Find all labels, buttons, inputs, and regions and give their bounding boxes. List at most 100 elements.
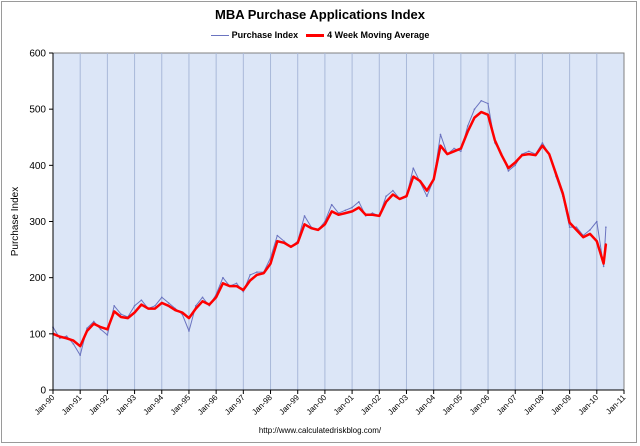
point-moving-average (133, 311, 136, 314)
point-moving-average (555, 172, 557, 175)
point-moving-average (330, 210, 333, 213)
point-purchase-index (344, 209, 347, 212)
point-moving-average (194, 307, 197, 310)
point-moving-average (541, 144, 544, 147)
point-moving-average (575, 229, 578, 231)
y-tick-label: 300 (29, 217, 46, 228)
point-moving-average (364, 213, 367, 216)
x-tick-label: Jan-07 (495, 393, 519, 417)
point-moving-average (160, 302, 163, 304)
point-moving-average (201, 300, 204, 303)
point-moving-average (290, 245, 292, 248)
point-purchase-index (113, 304, 115, 307)
point-purchase-index (514, 164, 517, 167)
grid-layer (79, 53, 598, 390)
point-moving-average (120, 316, 122, 318)
chart-legend: Purchase Index 4 Week Moving Average (0, 30, 640, 40)
point-purchase-index (358, 201, 360, 203)
x-tick-label: Jan-95 (169, 393, 193, 417)
point-moving-average (568, 221, 571, 224)
point-moving-average (296, 242, 299, 244)
point-moving-average (487, 113, 489, 116)
x-tick-label: Jan-92 (87, 393, 111, 417)
x-tick-label: Jan-02 (359, 393, 383, 417)
point-moving-average (167, 304, 170, 307)
point-moving-average (473, 116, 476, 119)
point-moving-average (507, 167, 510, 169)
x-tick-label: Jan-00 (305, 393, 329, 417)
point-moving-average (371, 213, 374, 216)
point-moving-average (398, 198, 401, 200)
point-moving-average (351, 210, 353, 213)
point-purchase-index (605, 226, 607, 228)
x-tick-label: Jan-09 (549, 393, 573, 417)
point-purchase-index (242, 290, 245, 293)
point-moving-average (514, 161, 517, 164)
point-moving-average (324, 223, 326, 226)
x-tick-label: Jan-03 (386, 393, 410, 417)
legend-label-moving-average: 4 Week Moving Average (327, 30, 430, 40)
legend-label-purchase-index: Purchase Index (231, 30, 299, 40)
point-purchase-index (385, 195, 387, 198)
point-purchase-index (99, 328, 102, 331)
point-moving-average (283, 242, 285, 244)
x-tick-label: Jan-06 (468, 393, 492, 417)
point-moving-average (500, 154, 503, 157)
point-purchase-index (589, 229, 591, 231)
point-purchase-index (480, 99, 483, 102)
point-moving-average (106, 328, 109, 331)
legend-item-moving-average: 4 Week Moving Average (306, 30, 429, 40)
point-purchase-index (106, 334, 109, 336)
point-moving-average (582, 236, 585, 239)
x-tick-label: Jan-11 (604, 393, 628, 417)
x-tick-label: Jan-91 (60, 393, 84, 417)
x-tick-label: Jan-04 (413, 393, 437, 417)
chart-title: MBA Purchase Applications Index (215, 7, 425, 22)
point-moving-average (303, 223, 306, 226)
point-purchase-index (276, 234, 279, 237)
x-tick-label: Jan-96 (196, 393, 220, 417)
point-purchase-index (439, 133, 442, 136)
x-tick-label: Jan-08 (522, 393, 546, 417)
point-purchase-index (541, 142, 544, 144)
point-moving-average (79, 345, 81, 347)
point-purchase-index (154, 304, 156, 307)
point-purchase-index (133, 304, 136, 307)
point-moving-average (58, 335, 61, 338)
y-tick-label: 500 (29, 105, 46, 116)
point-purchase-index (426, 195, 428, 198)
point-moving-average (228, 285, 231, 287)
y-tick-label: 600 (29, 49, 46, 60)
point-purchase-index (466, 125, 469, 127)
point-moving-average (242, 289, 245, 291)
point-moving-average (249, 279, 251, 282)
y-tick-label: 400 (29, 161, 46, 172)
point-moving-average (269, 262, 272, 265)
point-purchase-index (222, 276, 224, 279)
point-moving-average (534, 154, 537, 157)
point-purchase-index (392, 189, 394, 192)
point-moving-average (521, 154, 523, 157)
point-purchase-index (92, 320, 95, 323)
point-moving-average (439, 144, 442, 147)
point-moving-average (378, 215, 381, 217)
y-tick-label: 0 (40, 386, 46, 397)
point-purchase-index (473, 108, 476, 110)
point-purchase-index (330, 203, 333, 206)
point-moving-average (494, 139, 496, 141)
x-tick-label: Jan-05 (441, 393, 465, 417)
point-purchase-index (453, 147, 455, 150)
point-moving-average (140, 303, 143, 306)
point-moving-average (419, 180, 421, 182)
point-purchase-index (460, 150, 462, 153)
point-moving-average (99, 326, 102, 328)
point-moving-average (412, 175, 415, 178)
x-tick-label: Jan-01 (332, 393, 356, 417)
point-moving-average (215, 296, 217, 299)
point-moving-average (432, 178, 435, 181)
point-purchase-index (303, 215, 306, 217)
legend-item-purchase-index: Purchase Index (210, 30, 299, 40)
point-purchase-index (256, 271, 258, 273)
point-moving-average (310, 227, 313, 230)
